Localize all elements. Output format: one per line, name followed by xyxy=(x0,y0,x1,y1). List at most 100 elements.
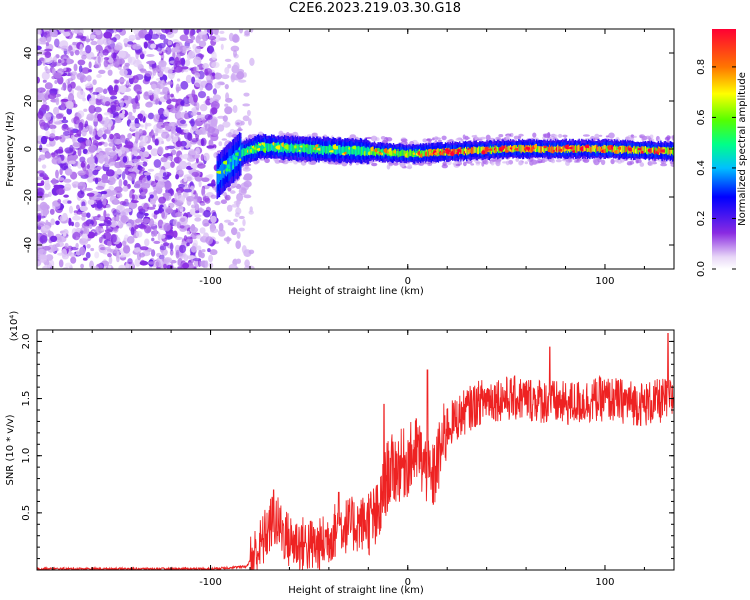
heatmap-cell xyxy=(309,144,312,154)
heatmap-cell xyxy=(407,150,409,158)
heatmap-cell xyxy=(200,54,205,58)
heatmap-cell xyxy=(55,97,60,106)
heatmap-x-label: Height of straight line (km) xyxy=(288,286,424,297)
heatmap-cell xyxy=(470,147,473,155)
heatmap-cell xyxy=(140,167,145,172)
heatmap-cell xyxy=(641,146,643,153)
heatmap-cell xyxy=(667,146,669,156)
heatmap-cell xyxy=(141,182,151,189)
heatmap-cell xyxy=(97,142,103,146)
heatmap-cell xyxy=(120,215,128,224)
heatmap-cell xyxy=(118,264,126,269)
heatmap-cell xyxy=(175,212,182,218)
snr-x-tick-label: 0 xyxy=(405,577,411,588)
heatmap-cell xyxy=(41,225,51,232)
heatmap-cell xyxy=(312,145,314,153)
heatmap-cell xyxy=(216,169,218,185)
heatmap-cell xyxy=(119,99,124,108)
heatmap-cell xyxy=(266,143,268,151)
heatmap-cell xyxy=(131,194,135,200)
colorbar-tick-label: 0.4 xyxy=(696,160,707,176)
heatmap-cell xyxy=(272,143,274,152)
heatmap-cell xyxy=(583,145,585,152)
heatmap-cell xyxy=(55,113,64,120)
heatmap-cell xyxy=(404,150,406,158)
heatmap-cell xyxy=(49,208,55,215)
heatmap-cell xyxy=(118,254,127,258)
heatmap-cell xyxy=(72,142,82,148)
heatmap-cell xyxy=(152,204,157,208)
heatmap-cell xyxy=(163,222,171,232)
heatmap-cell xyxy=(150,43,157,49)
heatmap-cell xyxy=(92,169,99,176)
heatmap-cell xyxy=(167,104,175,109)
heatmap-cell xyxy=(54,38,60,48)
heatmap-cell xyxy=(323,145,325,155)
heatmap-cell xyxy=(288,144,290,153)
heatmap-cell xyxy=(353,145,356,155)
heatmap-cell xyxy=(172,219,178,227)
heatmap-cell xyxy=(99,247,106,251)
heatmap-cell xyxy=(86,125,93,132)
heatmap-cell xyxy=(136,155,141,160)
heatmap-cell xyxy=(337,146,339,154)
heatmap-cell xyxy=(493,147,495,153)
heatmap-cell xyxy=(207,248,211,253)
heatmap-cell xyxy=(227,187,232,192)
heatmap-cell xyxy=(474,146,476,153)
heatmap-cell xyxy=(60,87,64,91)
heatmap-cell xyxy=(506,146,508,153)
heatmap-cell xyxy=(366,146,369,157)
heatmap-cell xyxy=(518,145,520,152)
heatmap-cell xyxy=(181,66,189,70)
heatmap-cell xyxy=(55,169,59,179)
heatmap-cell xyxy=(174,199,183,206)
heatmap-cell xyxy=(194,79,203,88)
heatmap-cell xyxy=(109,220,118,228)
heatmap-cell xyxy=(370,135,378,142)
heatmap-cell xyxy=(614,145,616,154)
heatmap-cell xyxy=(219,30,225,34)
heatmap-cell xyxy=(228,32,234,42)
heatmap-cell xyxy=(103,31,113,39)
heatmap-cell xyxy=(211,61,220,69)
heatmap-cell xyxy=(194,217,202,222)
heatmap-cell xyxy=(542,133,547,137)
heatmap-cell xyxy=(538,146,540,153)
heatmap-cell xyxy=(175,127,182,133)
heatmap-cell xyxy=(42,176,50,180)
heatmap-cell xyxy=(645,135,651,140)
heatmap-cell xyxy=(135,230,143,238)
heatmap-cell xyxy=(129,127,139,132)
heatmap-cell xyxy=(70,51,74,57)
heatmap-cell xyxy=(180,123,188,127)
heatmap-cell xyxy=(54,121,63,125)
heatmap-cell xyxy=(159,234,166,239)
heatmap-cell xyxy=(173,192,179,201)
heatmap-cell xyxy=(244,30,251,36)
heatmap-cell xyxy=(357,146,359,155)
heatmap-cell xyxy=(442,162,447,166)
heatmap-cell xyxy=(77,170,86,176)
heatmap-cell xyxy=(39,201,48,211)
heatmap-y-tick-label: -20 xyxy=(23,189,34,205)
heatmap-cell xyxy=(664,136,670,141)
heatmap-cell xyxy=(54,80,58,84)
heatmap-cell xyxy=(97,214,101,218)
heatmap-cell xyxy=(161,211,166,219)
heatmap-cell xyxy=(605,146,608,153)
heatmap-cell xyxy=(325,146,327,154)
heatmap-cell xyxy=(127,236,135,244)
heatmap-cell xyxy=(462,134,466,140)
heatmap-cell xyxy=(615,146,617,152)
heatmap-cell xyxy=(563,145,565,152)
heatmap-cell xyxy=(670,148,673,154)
heatmap-cell xyxy=(557,144,559,153)
heatmap-cell xyxy=(56,177,65,181)
heatmap-cell xyxy=(101,179,110,184)
heatmap-cell xyxy=(464,137,471,140)
heatmap-cell xyxy=(126,80,130,86)
heatmap-cell xyxy=(172,230,178,239)
heatmap-axes: -100 0 100 -40 -20 0 20 40 xyxy=(23,29,674,287)
heatmap-cell xyxy=(128,168,135,172)
